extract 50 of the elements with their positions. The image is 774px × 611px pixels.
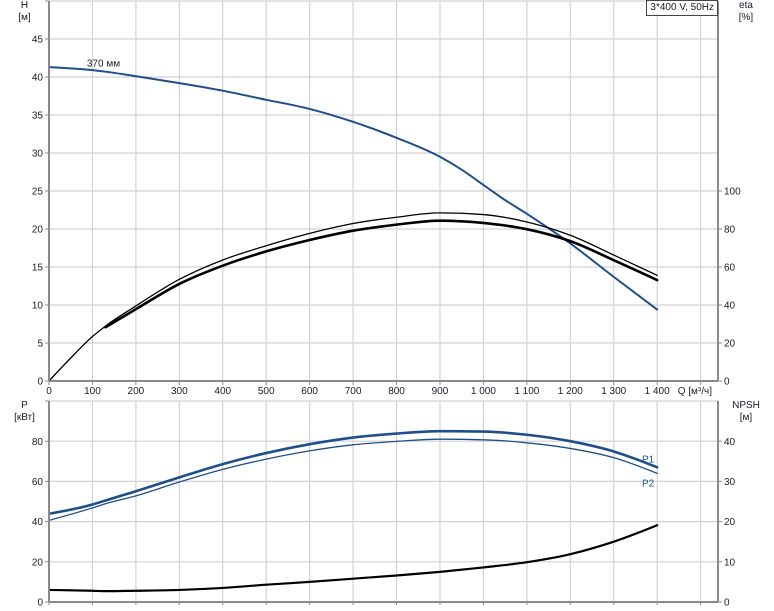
- series-label: P1: [642, 454, 655, 466]
- y2-tick-label: 0: [724, 598, 730, 609]
- y-tick-label: 5: [37, 338, 44, 350]
- x-tick-label: 1 200: [558, 386, 584, 398]
- y-tick-label: 0: [37, 598, 44, 609]
- chart-title: 3*400 V, 50Hz: [646, 0, 718, 16]
- y-tick-label: 0: [37, 376, 44, 388]
- x-tick-label: 400: [214, 386, 232, 398]
- y2-tick-label: 20: [724, 517, 736, 528]
- y-tick-label: 80: [32, 436, 44, 448]
- y-tick-label: 15: [32, 262, 44, 274]
- x-tick-label: 1 000: [470, 386, 496, 398]
- y-axis-title: P [кВт]: [13, 400, 36, 424]
- x-tick-label: 1 400: [644, 386, 670, 398]
- y-tick-label: 35: [32, 110, 44, 122]
- y-tick-label: 40: [32, 72, 44, 84]
- x-tick-label: 100: [84, 386, 102, 398]
- y-axis-title: H [м]: [17, 0, 32, 24]
- y-tick-label: 20: [32, 224, 44, 236]
- x-tick-label: 700: [344, 386, 362, 398]
- x-tick-label: 1 300: [601, 386, 627, 398]
- x-tick-label: 800: [388, 386, 406, 398]
- y2-tick-label: 10: [724, 557, 736, 568]
- y-tick-label: 10: [32, 300, 44, 312]
- y-tick-label: 40: [32, 517, 44, 528]
- y-tick-label: 25: [32, 186, 44, 198]
- y2-tick-label: 20: [724, 338, 736, 350]
- x-tick-label: 500: [258, 386, 275, 398]
- y-tick-label: 20: [32, 557, 44, 568]
- x-tick-label: 600: [301, 386, 318, 398]
- x-tick-label: 900: [432, 386, 449, 398]
- y2-axis-title: eta [%]: [738, 0, 754, 24]
- y2-tick-label: 80: [724, 224, 736, 236]
- y-tick-label: 45: [32, 34, 44, 46]
- y2-axis-title: NPSH [м]: [731, 400, 761, 424]
- y2-tick-label: 100: [724, 186, 742, 198]
- x-tick-label: 1 100: [514, 386, 540, 398]
- y-tick-label: 30: [32, 148, 44, 160]
- series-label: P2: [642, 478, 655, 490]
- y2-tick-label: 0: [724, 376, 730, 388]
- x-axis-title: Q [м³/ч]: [678, 385, 712, 398]
- y2-tick-label: 40: [724, 300, 736, 312]
- y2-tick-label: 40: [724, 436, 736, 448]
- x-tick-label: 0: [46, 386, 52, 398]
- series-label: 370 мм: [86, 58, 120, 70]
- y2-tick-label: 60: [724, 262, 736, 274]
- x-tick-label: 300: [170, 386, 188, 398]
- y2-tick-label: 30: [724, 476, 736, 488]
- x-tick-label: 200: [128, 386, 145, 398]
- y-tick-label: 60: [32, 476, 44, 488]
